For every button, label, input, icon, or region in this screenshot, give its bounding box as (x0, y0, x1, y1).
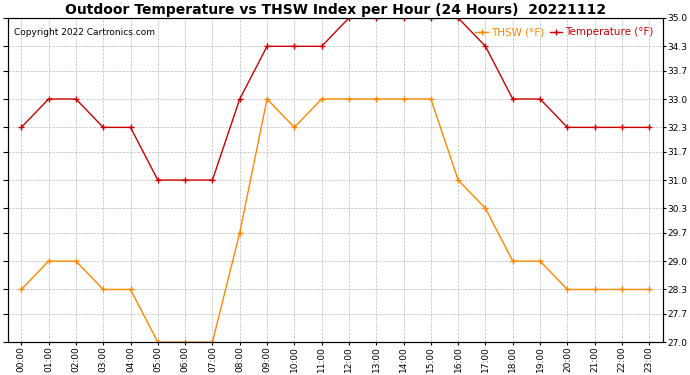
Text: Copyright 2022 Cartronics.com: Copyright 2022 Cartronics.com (14, 28, 155, 37)
Title: Outdoor Temperature vs THSW Index per Hour (24 Hours)  20221112: Outdoor Temperature vs THSW Index per Ho… (65, 3, 606, 17)
Legend: THSW (°F), Temperature (°F): THSW (°F), Temperature (°F) (471, 23, 658, 42)
